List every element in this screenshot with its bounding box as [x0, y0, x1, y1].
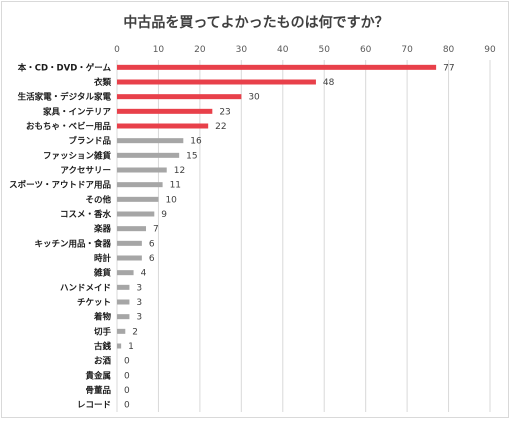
bar	[117, 196, 159, 202]
data-label: 3	[136, 283, 142, 293]
category-label: ファッション雑貨	[43, 150, 112, 161]
bar	[117, 123, 209, 129]
category-label: ハンドメイド	[60, 283, 111, 293]
data-label: 3	[136, 298, 142, 308]
data-label: 22	[215, 122, 226, 132]
category-label: 家具・インテリア	[43, 106, 112, 117]
x-tick-label: 20	[194, 45, 206, 55]
data-label: 10	[165, 195, 177, 205]
bar	[117, 182, 163, 188]
data-label: 15	[186, 151, 197, 161]
bar	[117, 167, 167, 173]
category-label: レコード	[77, 401, 111, 411]
data-label: 12	[174, 166, 185, 176]
category-label: 時計	[94, 253, 112, 264]
bar	[117, 314, 130, 320]
data-label: 0	[124, 371, 130, 381]
category-label: 着物	[93, 312, 112, 323]
data-label: 0	[124, 401, 130, 411]
bar	[117, 270, 134, 276]
data-label: 2	[132, 327, 138, 337]
bar	[117, 108, 213, 114]
bar	[117, 299, 130, 305]
data-label: 9	[161, 210, 167, 220]
bar	[117, 64, 437, 70]
category-label: 古銭	[94, 341, 112, 352]
data-label: 7	[153, 225, 159, 235]
x-tick-label: 50	[318, 45, 330, 55]
category-label: おもちゃ・ベビー用品	[26, 121, 112, 132]
x-tick-label: 30	[236, 45, 248, 55]
x-tick-label: 10	[153, 45, 165, 55]
x-tick-label: 60	[360, 45, 372, 55]
bar	[117, 152, 180, 158]
x-tick-label: 40	[277, 45, 289, 55]
category-label: お酒	[94, 356, 112, 367]
category-label: 貴金属	[85, 370, 111, 381]
x-tick-label: 90	[484, 45, 496, 55]
data-label: 6	[149, 254, 155, 264]
category-label: 本・CD・DVD・ゲーム	[18, 62, 112, 73]
bar	[117, 94, 242, 100]
data-label: 1	[128, 342, 134, 352]
category-label: 切手	[94, 326, 112, 337]
category-label: 骨董品	[85, 385, 111, 396]
category-label: キッチン用品・食器	[34, 238, 111, 249]
gridlines	[116, 60, 491, 412]
x-tick-label: 0	[114, 45, 120, 55]
category-label: アクセサリー	[60, 165, 111, 176]
bar	[117, 255, 142, 261]
bar	[117, 328, 126, 334]
data-label: 16	[190, 137, 202, 147]
bar	[117, 284, 130, 290]
data-label: 6	[149, 239, 155, 249]
bar	[117, 343, 122, 349]
category-label: 生活家電・デジタル家電	[18, 92, 112, 103]
category-label: チケット	[77, 298, 111, 308]
chart-title: 中古品を買ってよかったものは何ですか？	[123, 14, 388, 31]
bar	[117, 226, 147, 232]
bar	[117, 211, 155, 217]
bar	[117, 79, 316, 85]
data-label: 23	[219, 107, 230, 117]
bar	[117, 240, 142, 246]
data-label: 0	[124, 386, 130, 396]
category-label: 衣類	[94, 77, 112, 88]
data-label: 4	[141, 269, 147, 279]
category-label: 楽器	[93, 224, 112, 235]
data-label: 48	[323, 78, 335, 88]
data-label: 30	[248, 93, 260, 103]
bars	[117, 64, 437, 349]
category-labels: 本・CD・DVD・ゲーム衣類生活家電・デジタル家電家具・インテリアおもちゃ・ベビ…	[9, 62, 111, 410]
category-label: コスメ・香水	[60, 209, 112, 220]
x-axis-ticks: 0 10 20 30 40 50 60 70 80 90	[114, 45, 496, 55]
data-label: 3	[136, 313, 142, 323]
bar	[117, 138, 184, 144]
data-label: 0	[124, 357, 130, 367]
data-label: 77	[443, 63, 454, 73]
category-label: スポーツ・アウトドア用品	[9, 180, 111, 191]
category-label: 雑貨	[93, 268, 112, 279]
data-label: 11	[170, 181, 181, 191]
category-label: ブランド品	[68, 136, 111, 147]
category-label: その他	[85, 194, 111, 205]
x-tick-label: 70	[401, 45, 413, 55]
x-tick-label: 80	[443, 45, 455, 55]
